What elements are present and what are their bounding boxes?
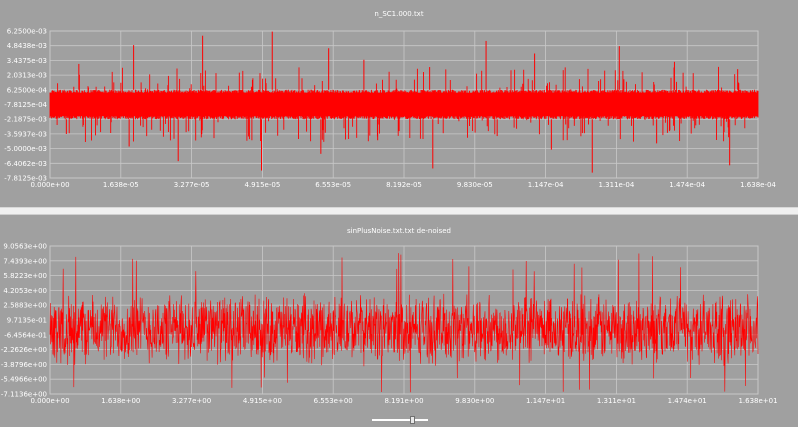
x-tick-label: 4.915e+00: [243, 397, 282, 405]
x-tick-label: 1.474e-04: [669, 181, 705, 189]
x-tick-label: 1.474e+01: [668, 397, 707, 405]
y-tick-label: -2.1875e-03: [4, 116, 47, 124]
y-tick-label: -7.8125e-03: [4, 175, 47, 183]
series-dense-band-top: [50, 92, 758, 117]
x-tick-label: 1.311e+01: [597, 397, 636, 405]
y-tick-label: 2.0313e-03: [7, 72, 47, 80]
y-tick-label: 9.7135e-01: [7, 317, 47, 325]
y-tick-label: -7.8125e-04: [4, 101, 47, 109]
y-tick-label: 5.8223e+00: [3, 272, 47, 280]
y-tick-label: 6.2500e-04: [7, 86, 48, 94]
top-plot-chart: 6.2500e-03 4.8438e-03 3.4375e-03 2.0313e-03…: [4, 28, 776, 190]
zoom-slider[interactable]: [372, 416, 428, 424]
x-tick-label: 1.311e-04: [599, 181, 635, 189]
y-tick-label: 3.4375e-03: [7, 57, 47, 65]
x-tick-label: 1.638e-05: [103, 181, 139, 189]
bottom-plot-title: sinPlusNoise.txt.txt de-noised: [347, 227, 451, 235]
y-tick-label: 6.2500e-03: [7, 28, 47, 36]
x-tick-label: 0.000e+00: [30, 181, 69, 189]
y-tick-label: -3.8796e+00: [1, 361, 47, 369]
x-tick-label: 1.147e-04: [528, 181, 564, 189]
zoom-slider-thumb[interactable]: [410, 416, 415, 424]
x-tick-label: 9.830e-05: [457, 181, 493, 189]
x-tick-label: 8.192e-05: [386, 181, 422, 189]
x-tick-label: 0.000e+00: [30, 397, 69, 405]
top-plot-title: n_SC1.000.txt: [374, 10, 424, 18]
top-plot-panel: n_SC1.000.txt 6.2500e-03 4.8438e-03 3.4375…: [0, 0, 798, 207]
zoom-slider-track: [372, 419, 428, 421]
bottom-plot-panel: sinPlusNoise.txt.txt de-noised 9.0563e+0…: [0, 215, 798, 427]
x-tick-label: 1.638e+00: [101, 397, 140, 405]
y-tick-label: -6.4062e-03: [4, 160, 47, 168]
x-tick-label: 3.277e+00: [172, 397, 211, 405]
bottom-plot-chart: 9.0563e+00 7.4393e+00 5.8223e+00 4.2053e+00…: [1, 243, 778, 406]
x-tick-label: 1.638e-04: [740, 181, 776, 189]
y-tick-label: -5.4966e+00: [1, 376, 47, 384]
x-tick-label: 1.638e+01: [738, 397, 777, 405]
y-tick-label: 9.0563e+00: [3, 243, 47, 251]
x-tick-label: 6.553e-05: [315, 181, 351, 189]
x-tick-label: 1.147e+01: [526, 397, 565, 405]
series-line-bottom: [49, 253, 759, 393]
x-tick-label: 4.915e-05: [245, 181, 281, 189]
x-tick-label: 9.830e+00: [455, 397, 494, 405]
y-tick-label: 7.4393e+00: [3, 257, 47, 265]
y-tick-label: -3.5937e-03: [4, 130, 47, 138]
x-tick-label: 8.191e+00: [384, 397, 423, 405]
y-tick-label: -6.4564e-01: [4, 331, 47, 339]
y-tick-label: 4.8438e-03: [7, 42, 47, 50]
x-tick-label: 3.277e-05: [174, 181, 210, 189]
splitter-bar[interactable]: [0, 207, 798, 215]
y-tick-label: 2.5883e+00: [3, 302, 47, 310]
y-tick-label: -7.1136e+00: [1, 391, 47, 399]
y-tick-label: -5.0000e-03: [4, 145, 47, 153]
y-tick-label: -2.2626e+00: [1, 346, 47, 354]
x-tick-label: 6.553e+00: [314, 397, 353, 405]
y-tick-label: 4.2053e+00: [3, 287, 47, 295]
